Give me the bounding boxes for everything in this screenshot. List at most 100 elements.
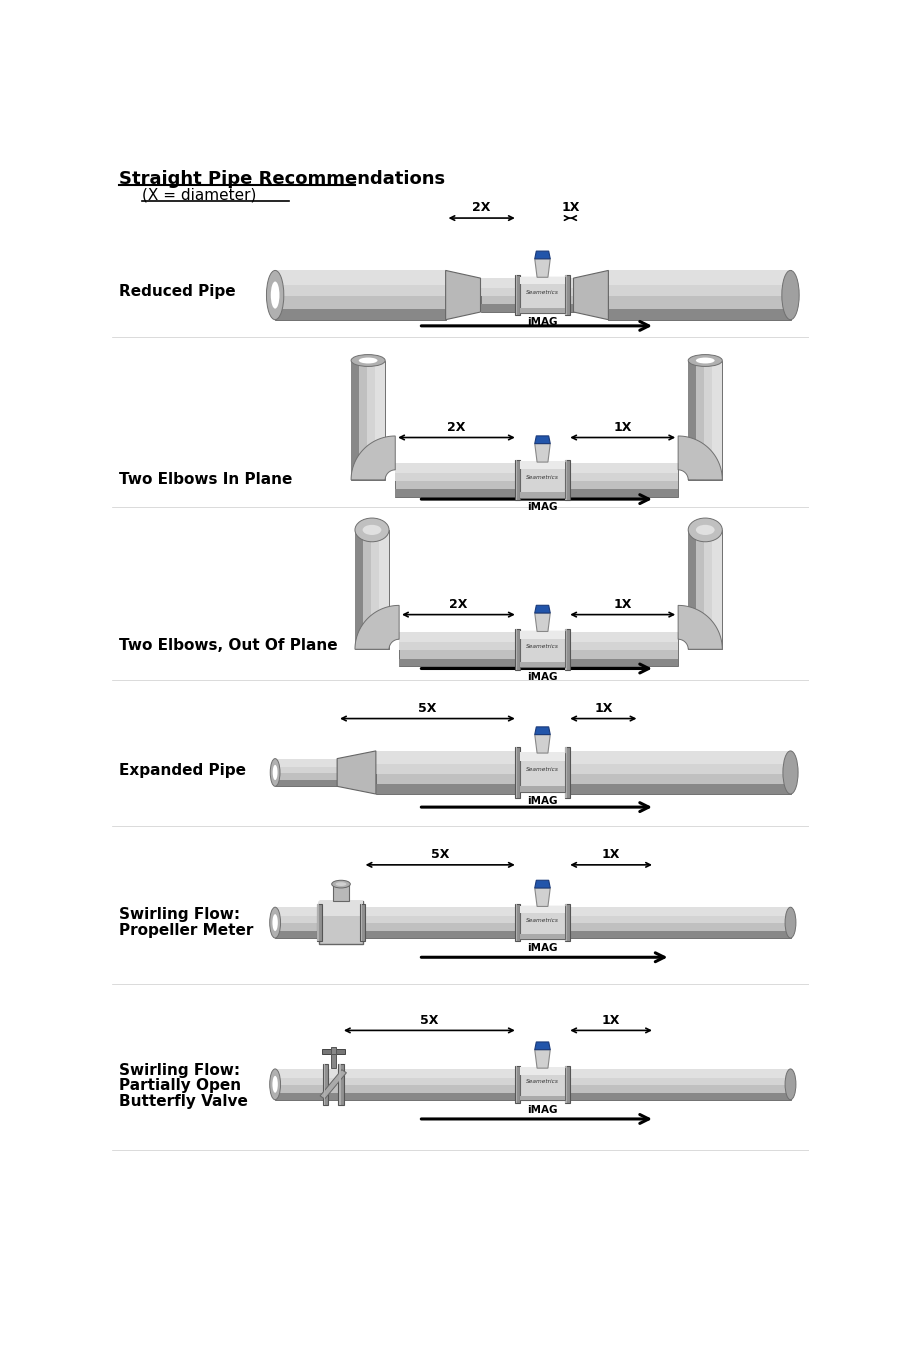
Bar [567,632,678,666]
Bar [520,276,565,285]
Bar [275,1068,790,1078]
Bar [515,747,521,799]
Bar [319,902,362,944]
Bar [399,632,518,666]
Text: (X = diameter): (X = diameter) [142,187,256,202]
Bar [609,309,790,320]
Bar [275,285,446,297]
Ellipse shape [785,1068,796,1100]
Text: 2X: 2X [450,598,467,610]
Bar [322,1049,345,1055]
Text: 1X: 1X [602,1014,620,1026]
Text: Butterfly Valve: Butterfly Valve [119,1094,247,1108]
Text: iMAG: iMAG [527,672,557,681]
Text: Swirling Flow:: Swirling Flow: [119,907,240,922]
Bar [275,759,337,767]
Bar [319,902,362,917]
Bar [480,304,518,312]
Text: 2X: 2X [448,421,466,434]
Bar [275,271,446,320]
Bar [355,529,362,650]
Bar [520,631,565,639]
Bar [352,361,359,480]
Bar [567,289,574,295]
Bar [375,361,385,480]
Ellipse shape [335,882,346,886]
Polygon shape [678,436,722,480]
Polygon shape [355,606,399,650]
Bar [376,784,518,793]
Polygon shape [574,271,609,320]
Bar [565,460,570,501]
Text: iMAG: iMAG [527,796,557,807]
Bar [520,632,565,668]
Ellipse shape [271,759,280,787]
Bar [334,884,349,902]
Bar [520,462,565,498]
Bar [331,1053,335,1068]
Bar [376,763,518,773]
Bar [567,278,574,289]
Ellipse shape [272,1075,278,1093]
Bar [567,632,678,643]
Polygon shape [678,606,722,650]
Bar [609,271,790,285]
Text: 1X: 1X [594,702,612,714]
Ellipse shape [689,354,722,367]
Bar [520,752,565,761]
Bar [565,275,567,316]
Ellipse shape [270,907,280,938]
Text: Two Elbows, Out Of Plane: Two Elbows, Out Of Plane [119,637,337,653]
Bar [705,529,712,650]
Bar [515,1066,521,1103]
Bar [520,1067,565,1075]
Text: 5X: 5X [420,1014,439,1026]
Text: Expanded Pipe: Expanded Pipe [119,763,245,778]
Polygon shape [535,259,550,278]
Bar [515,460,521,501]
Bar [516,629,517,669]
Bar [520,907,565,938]
Bar [609,271,790,320]
Bar [516,1066,517,1103]
Ellipse shape [782,271,799,320]
Bar [396,490,518,497]
Polygon shape [320,1070,346,1099]
Polygon shape [446,271,480,320]
Polygon shape [535,443,550,462]
Text: iMAG: iMAG [527,317,557,327]
Bar [712,529,722,650]
Ellipse shape [783,751,798,793]
Bar [689,529,696,650]
Bar [275,780,337,787]
Polygon shape [535,613,550,632]
Polygon shape [535,1049,550,1068]
Bar [275,1068,790,1100]
Bar [480,278,518,312]
Bar [565,1066,567,1103]
Text: Seametrics: Seametrics [526,918,559,922]
Bar [567,490,678,497]
Bar [275,767,337,773]
Ellipse shape [362,525,381,535]
Bar [565,460,567,501]
Text: Propeller Meter: Propeller Meter [119,923,253,938]
Bar [378,529,389,650]
Bar [399,632,518,643]
Text: iMAG: iMAG [527,944,557,953]
Bar [520,492,565,498]
Bar [515,629,521,669]
Bar [352,361,385,480]
Bar [567,473,678,480]
Bar [565,747,567,799]
Ellipse shape [270,1068,280,1100]
Ellipse shape [355,518,389,542]
Bar [324,1064,325,1104]
Text: Seametrics: Seametrics [526,290,559,294]
Bar [275,907,790,938]
Bar [516,460,517,501]
Bar [520,278,565,313]
Text: Two Elbows In Plane: Two Elbows In Plane [119,472,292,487]
Text: 5X: 5X [418,702,437,714]
Bar [317,904,319,941]
